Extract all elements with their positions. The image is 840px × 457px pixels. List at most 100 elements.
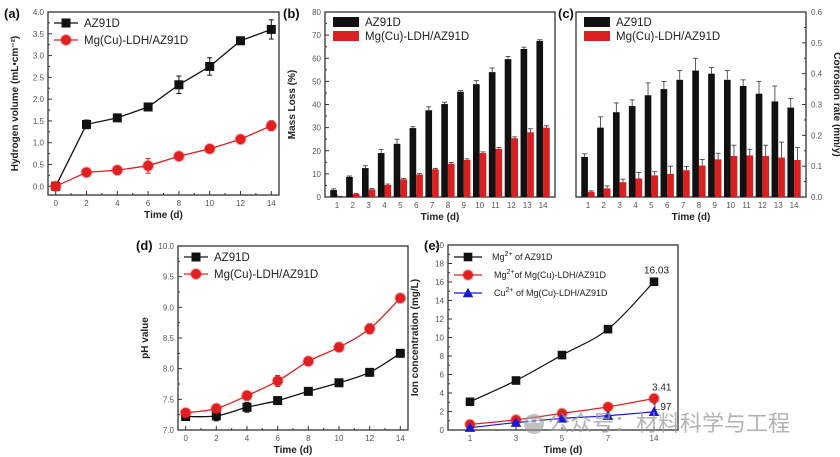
bar	[587, 191, 595, 197]
data-point	[511, 376, 521, 385]
legend-swatch	[584, 31, 610, 41]
bar	[597, 127, 604, 197]
bar	[346, 176, 353, 197]
bar	[723, 79, 731, 197]
data-point	[81, 167, 92, 178]
x-tick-label: 2	[602, 201, 607, 210]
data-point	[464, 422, 476, 432]
bar	[361, 168, 369, 197]
x-tick-label: 9	[462, 201, 467, 210]
x-tick-label: 8	[177, 199, 182, 208]
end-value-label: 3.41	[652, 382, 672, 393]
bar	[425, 110, 433, 197]
x-tick-label: 12	[236, 199, 245, 208]
legend-marker	[463, 270, 473, 280]
legend: AZ91D Mg(Cu)-LDH/AZ91D	[584, 17, 720, 43]
x-axis-title: Time (d)	[274, 445, 313, 456]
panel-c-corrosion-rate: (c)1 2 3 4 5 6 7 8 9 10 11 12 13 140.00.10.20.30.40.5…	[558, 6, 840, 223]
y-tick-label: 7.5	[163, 395, 175, 404]
x-tick-label: 6	[665, 201, 670, 210]
y-tick-label: 14	[435, 297, 444, 306]
y-tick-label: 18	[435, 260, 444, 269]
series-mg-cu-ldh-az91d	[49, 119, 278, 193]
bar	[447, 163, 455, 197]
series-az91d	[581, 57, 795, 197]
bar	[683, 170, 690, 197]
data-point	[465, 397, 475, 407]
data-point	[242, 402, 252, 412]
x-axis-title: Time (d)	[672, 212, 711, 223]
legend-marker	[61, 18, 71, 28]
legend-label: Cu2+ of Mg(Cu)-LDH/AZ91D	[494, 287, 608, 298]
x-tick-label: 14	[267, 199, 276, 208]
y-tick-label: 4	[440, 389, 445, 398]
bar	[543, 127, 550, 197]
y-tick-label: 80	[312, 8, 321, 17]
panel-label: (c)	[558, 6, 574, 21]
x-tick-label: 12	[758, 201, 767, 210]
x-tick-label: 3	[514, 434, 519, 443]
data-point	[242, 390, 252, 401]
bar	[368, 189, 376, 197]
series-line	[55, 125, 272, 187]
y-tick-label: 0.2	[811, 131, 823, 140]
legend-marker	[463, 252, 473, 262]
y-tick-label: 10	[312, 170, 321, 179]
series-mg-cu-ldh-az91d	[179, 292, 407, 419]
y-tick-label: 10.0	[158, 242, 174, 251]
panel-b-mass-loss: (b)1 2 3 4 5 6 7 8 9 10 11 12 13 1401020304050607080M…	[283, 6, 556, 223]
x-tick-label: 5	[649, 201, 654, 210]
legend: AZ91D Mg(Cu)-LDH/AZ91D	[184, 252, 318, 281]
y-tick-label: 60	[312, 54, 321, 63]
bar	[667, 173, 674, 197]
data-point	[395, 293, 406, 304]
bar	[520, 49, 528, 197]
data-point	[603, 402, 613, 412]
panel-label: (d)	[136, 238, 153, 253]
series-az91d	[330, 39, 544, 197]
data-point	[303, 386, 313, 396]
y-tick-label: 2.0	[33, 95, 45, 104]
panel-a-hydrogen-volume: (a) 0 2 4 6 8 10 12 14 0.0 0.5 1.0 1.5 2.0 2.5 3.0 3.5 4.…	[4, 6, 280, 221]
x-axis-title: Time (d)	[144, 210, 183, 221]
panel-label: (b)	[283, 6, 300, 21]
bar	[619, 182, 627, 197]
legend-swatch	[584, 17, 610, 27]
bar	[730, 155, 738, 197]
x-tick-label: 14	[790, 201, 799, 210]
watermark-text: 公众号：材料科学与工程	[548, 411, 790, 436]
data-point	[112, 113, 122, 123]
legend-label: Mg(Cu)-LDH/AZ91D	[365, 31, 469, 43]
x-tick-label: 10	[726, 201, 735, 210]
y-axis-title: Mass Loss (%)	[287, 70, 298, 139]
y-tick-label: 30	[312, 124, 321, 133]
bar	[644, 95, 652, 197]
x-tick-label: 6	[414, 201, 419, 210]
y-tick-label: 4.0	[33, 8, 45, 17]
series-line	[55, 28, 272, 187]
y-tick-label: 8	[440, 352, 445, 361]
legend-swatch	[333, 17, 359, 27]
data-point	[143, 102, 153, 112]
x-tick-label: 13	[523, 201, 532, 210]
legend-swatch	[333, 31, 359, 41]
data-point	[648, 406, 660, 417]
x-tick-label: 4	[382, 201, 387, 210]
x-tick-label: 4	[245, 434, 250, 443]
y-tick-label: 50	[312, 77, 321, 86]
y-tick-label: 3.5	[33, 30, 45, 39]
y-tick-label: 0	[440, 426, 445, 435]
bar	[581, 156, 588, 197]
legend-marker	[61, 35, 71, 45]
x-tick-label: 14	[650, 434, 659, 443]
x-tick-label: 5	[560, 434, 565, 443]
bar	[457, 91, 464, 197]
y-tick-label: 1.5	[33, 117, 45, 126]
legend-label: AZ91D	[84, 18, 120, 30]
data-point	[273, 396, 283, 406]
data-point	[334, 378, 344, 388]
x-tick-label: 10	[475, 201, 484, 210]
y-tick-label: 2.5	[33, 73, 45, 82]
legend: Mg2+ of AZ91D Mg2+of Mg(Cu)-LDH/AZ91D Cu2+…	[454, 251, 608, 298]
x-tick-label: 8	[446, 201, 451, 210]
